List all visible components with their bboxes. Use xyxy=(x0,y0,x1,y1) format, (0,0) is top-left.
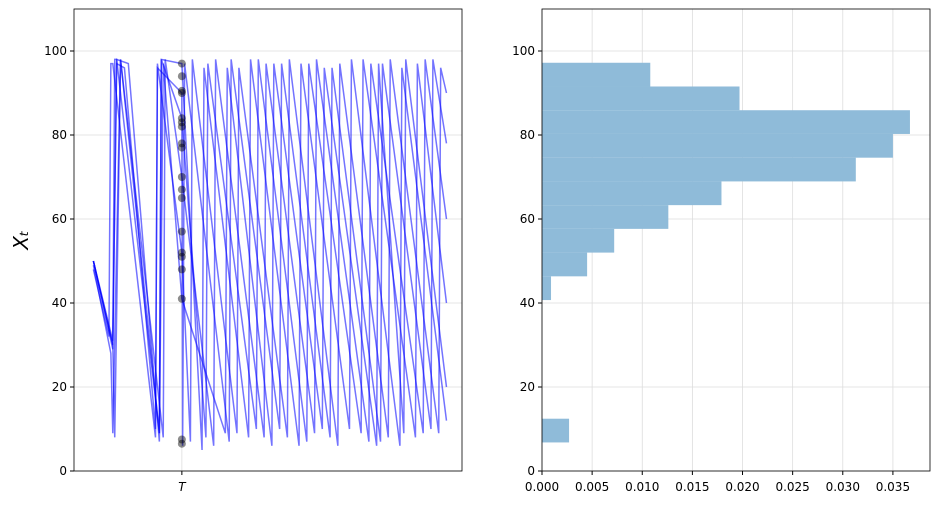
y-tick-label: 40 xyxy=(520,296,535,310)
dot xyxy=(177,185,186,194)
dot xyxy=(177,143,186,152)
dot xyxy=(177,252,186,261)
dot xyxy=(177,439,186,448)
x-tick-label: 0.035 xyxy=(876,480,910,494)
dot xyxy=(177,265,186,274)
plot-area xyxy=(92,58,448,451)
x-tick-label: 0.010 xyxy=(625,480,659,494)
dot xyxy=(177,227,186,236)
dot xyxy=(177,194,186,202)
x-tick-label: 0.030 xyxy=(826,480,860,494)
x-tick-label: 0.000 xyxy=(525,480,559,494)
plot-area xyxy=(542,62,910,443)
dot xyxy=(177,248,186,257)
dot xyxy=(177,114,186,123)
bar xyxy=(542,418,570,443)
bar xyxy=(542,62,651,87)
bar xyxy=(542,276,552,301)
axes-frame xyxy=(73,8,463,472)
dot xyxy=(177,139,186,148)
x-tick-label: 0.025 xyxy=(775,480,809,494)
x-tick-label: 0.020 xyxy=(725,480,759,494)
axes-frame xyxy=(541,8,931,472)
x-tick-label: 0.005 xyxy=(575,480,609,494)
y-tick-label: 0 xyxy=(59,464,67,478)
y-tick-label: 60 xyxy=(520,212,535,226)
x-tick-label: T xyxy=(178,480,187,494)
bar xyxy=(542,86,740,111)
bar xyxy=(542,205,669,229)
y-tick-label: 100 xyxy=(512,44,535,58)
dot xyxy=(177,89,186,97)
y-tick-label: 100 xyxy=(44,44,67,58)
y-tick-label: 20 xyxy=(52,380,67,394)
dot xyxy=(177,118,186,127)
bar xyxy=(542,133,893,158)
path-line xyxy=(92,58,448,446)
y-tick-label: 80 xyxy=(520,128,535,142)
bar xyxy=(542,110,910,134)
path-line xyxy=(92,59,448,446)
dot xyxy=(177,122,186,131)
dot xyxy=(177,173,186,181)
dot xyxy=(177,294,186,303)
bar xyxy=(542,252,588,277)
bar xyxy=(542,228,615,253)
bar xyxy=(542,181,722,206)
y-tick-label: 20 xyxy=(520,380,535,394)
dot xyxy=(177,72,186,81)
y-axis-label: Xₜ xyxy=(9,230,33,251)
x-tick-label: 0.015 xyxy=(675,480,709,494)
path-line xyxy=(92,58,448,442)
y-tick-label: 0 xyxy=(527,464,535,478)
path-line xyxy=(92,59,448,446)
dot xyxy=(177,59,186,68)
dot xyxy=(177,435,186,444)
y-tick-label: 40 xyxy=(52,296,67,310)
y-tick-label: 60 xyxy=(52,212,67,226)
bar xyxy=(542,157,856,182)
dot xyxy=(177,86,186,95)
y-tick-label: 80 xyxy=(52,128,67,142)
path-line xyxy=(92,58,448,451)
path-line xyxy=(92,59,448,446)
